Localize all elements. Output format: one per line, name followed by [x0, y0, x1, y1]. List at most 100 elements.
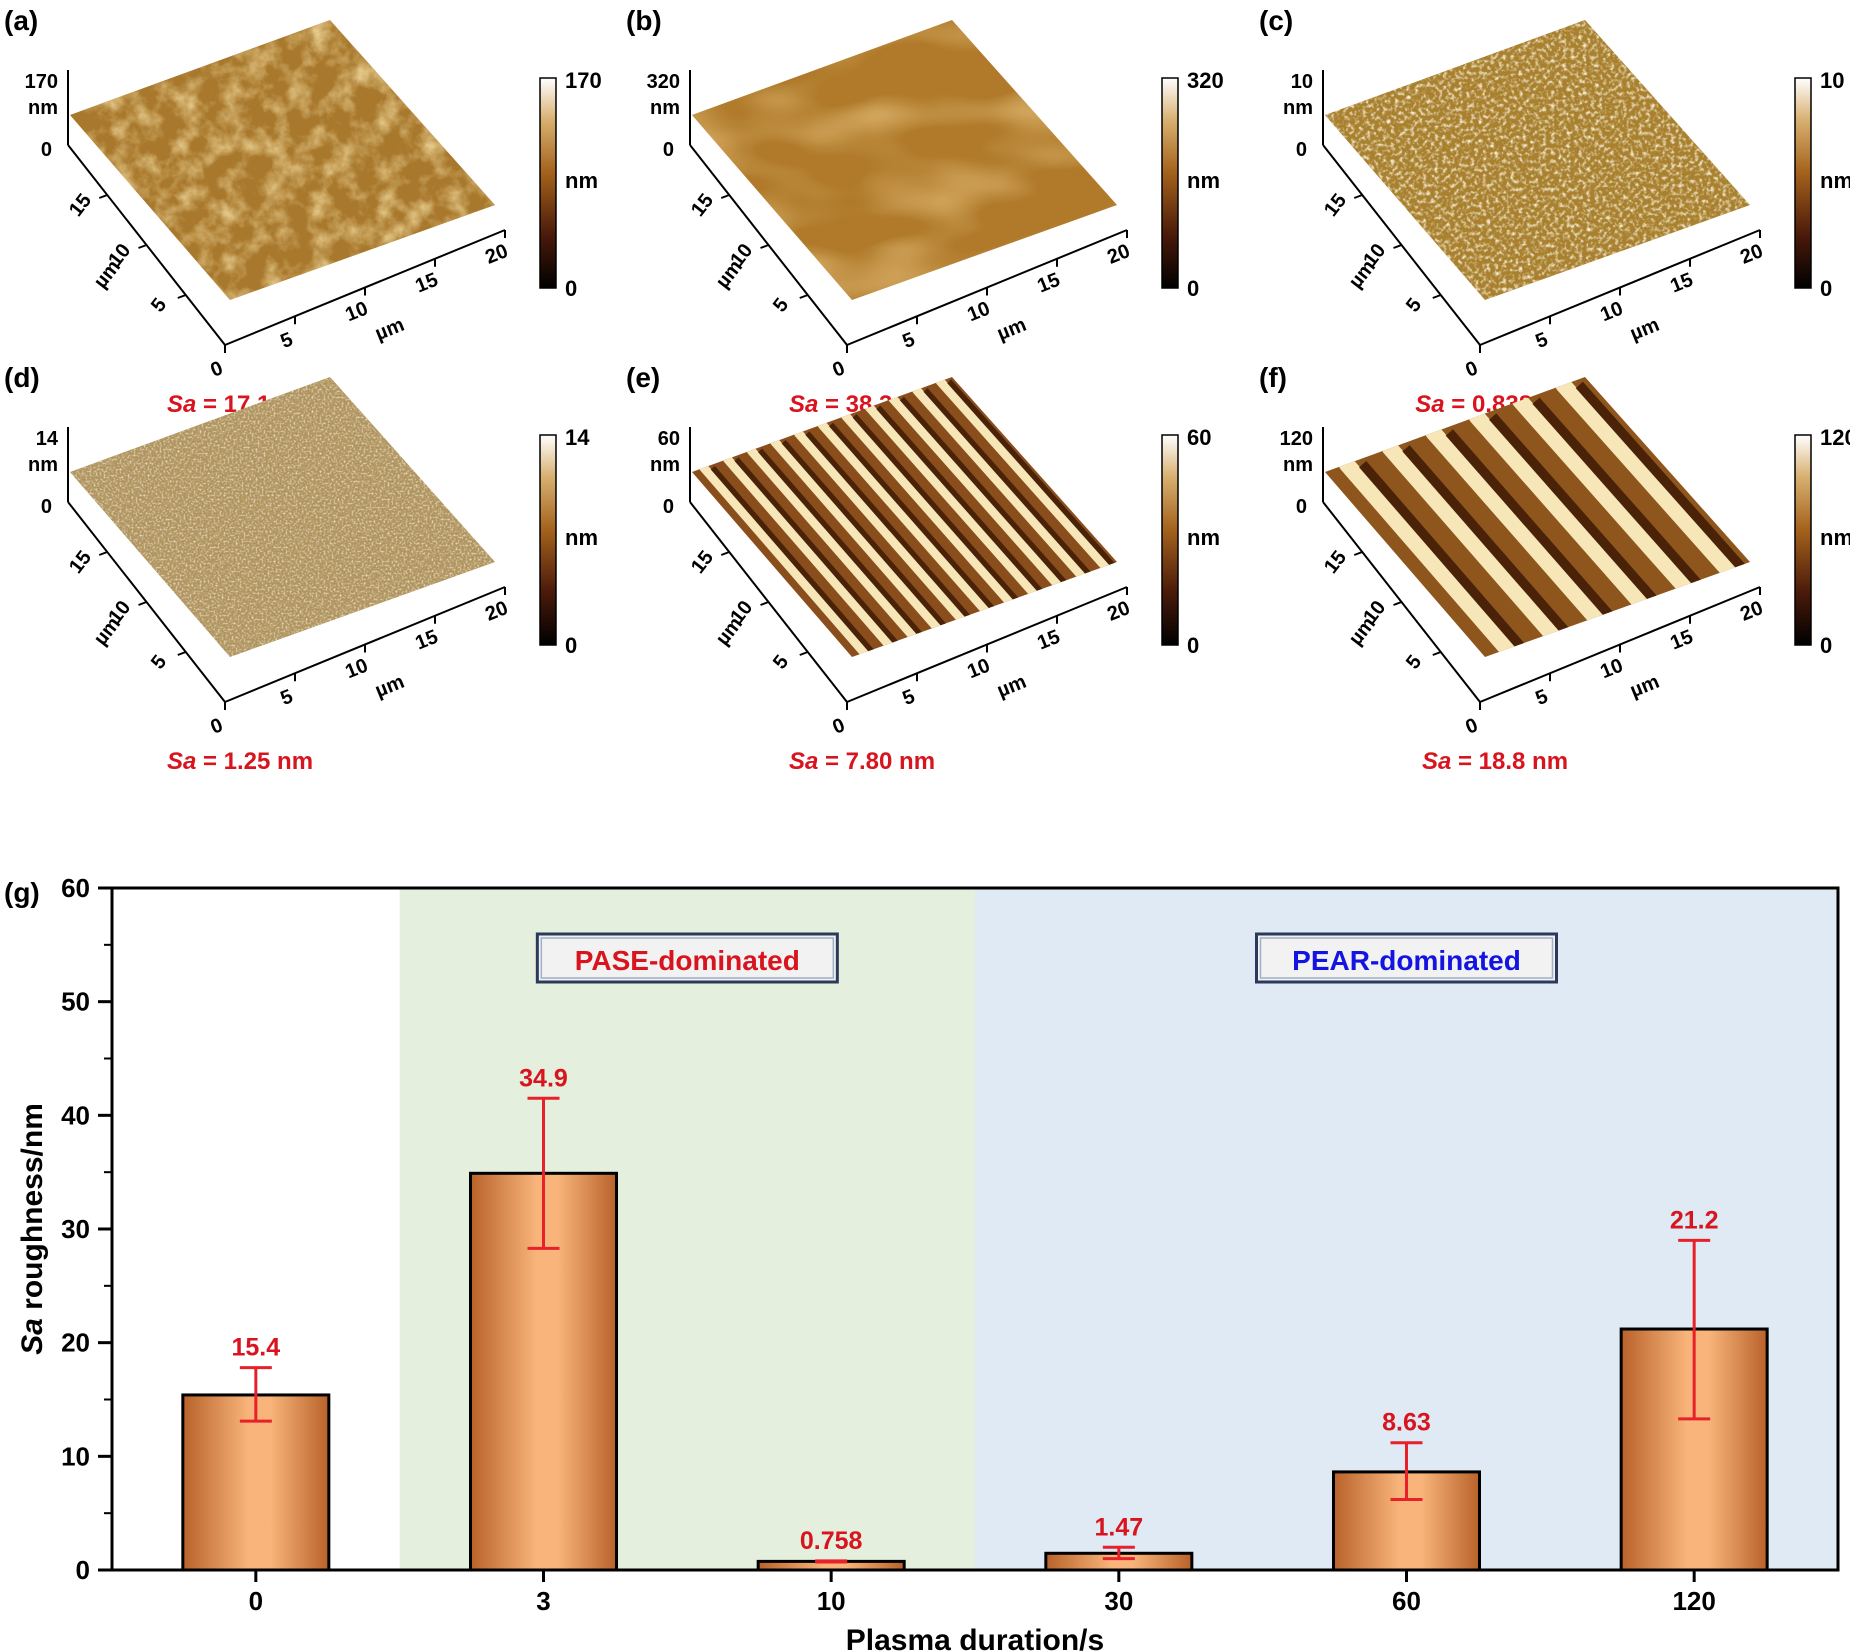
y-tick	[1432, 294, 1442, 299]
y-tick-label: 15	[1320, 547, 1351, 578]
x-tick-label: 15	[412, 269, 441, 298]
color-scale-bar	[539, 434, 557, 646]
ripple-crest	[770, 437, 941, 632]
sa-caption: Sa = 1.25 nm	[167, 748, 313, 775]
y-tick-label: 5	[1402, 651, 1426, 673]
sa-caption-value: = 1.25 nm	[196, 748, 313, 775]
x-tick-label: 20	[482, 597, 511, 626]
y-tick	[1393, 244, 1402, 249]
scale-unit-label: nm	[565, 525, 598, 550]
z-unit-label: nm	[28, 454, 58, 476]
ripple-crest	[722, 454, 893, 649]
x-tick-label: 20	[1737, 597, 1766, 626]
x-tick-label: 10	[342, 298, 371, 327]
y-tick	[760, 244, 769, 249]
surface-texture	[70, 20, 495, 300]
surface-texture	[1325, 20, 1750, 300]
y-tick	[1432, 651, 1442, 656]
ripple-trough	[899, 396, 1068, 586]
ripple-trough	[1575, 381, 1748, 574]
sa-caption-symbol: Sa	[167, 391, 196, 418]
x-tick-label: 60	[1392, 1586, 1421, 1616]
afm-panel-f: (f)120nm005101520µm51015µm120nm0Sa = 18.…	[1259, 362, 1850, 775]
x-tick-label: 0	[829, 357, 848, 382]
x-tick-label: 15	[1667, 626, 1696, 655]
surface-texture	[70, 377, 495, 657]
z-zero-label: 0	[663, 496, 674, 518]
scale-max-label: 60	[1187, 425, 1211, 450]
ripple-crest	[935, 377, 1110, 571]
x-tick-label: 10	[1597, 655, 1626, 684]
ripple-trough	[758, 448, 924, 638]
bar-value-label: 8.63	[1382, 1409, 1431, 1437]
y-tick	[720, 551, 730, 556]
sa-caption: Sa = 18.8 nm	[1422, 748, 1568, 775]
color-scale-bar	[1161, 77, 1179, 289]
scale-min-label: 0	[1820, 633, 1832, 658]
ripple-trough	[947, 379, 1116, 569]
bar-value-label: 21.2	[1670, 1206, 1719, 1234]
sa-caption-symbol: Sa	[789, 748, 818, 775]
bar	[181, 1393, 331, 1572]
panel-label: (f)	[1259, 362, 1287, 393]
x-tick-label: 20	[1104, 240, 1133, 269]
ripple-trough	[1445, 429, 1616, 621]
ripple-trough	[876, 405, 1044, 595]
sa-caption-symbol: Sa	[1422, 748, 1451, 775]
y-tick-label: 50	[61, 987, 90, 1017]
surface-ripples	[1338, 377, 1748, 657]
y-axis-title: Sa roughness/nm	[16, 1103, 49, 1355]
ripple-trough	[734, 457, 900, 646]
x-unit-label: µm	[1627, 314, 1662, 345]
sa-caption-value: = 7.80 nm	[818, 748, 935, 775]
ripple-crest	[1382, 440, 1560, 642]
x-tick-label: 10	[817, 1586, 846, 1616]
panel-label: (e)	[626, 362, 660, 393]
ripple-crest	[1338, 456, 1516, 657]
x-unit-label: µm	[994, 671, 1029, 702]
z-zero-label: 0	[41, 139, 52, 161]
bar-value-label: 0.758	[800, 1527, 863, 1555]
x-axis-title: Plasma duration/s	[846, 1624, 1104, 1652]
color-scale-bar	[1794, 434, 1812, 646]
ripple-crest	[888, 394, 1062, 589]
scale-max-label: 170	[565, 68, 602, 93]
y-tick	[720, 194, 730, 199]
y-tick-label: 10	[61, 1441, 90, 1471]
scale-max-label: 10	[1820, 68, 1844, 93]
scale-max-label: 320	[1187, 68, 1224, 93]
y-tick	[177, 294, 187, 299]
region-label-inner-border	[1259, 937, 1554, 979]
z-max-label: 60	[658, 428, 680, 450]
y-tick	[799, 651, 809, 656]
scale-min-label: 0	[565, 633, 577, 658]
color-scale-bar	[1161, 434, 1179, 646]
ripple-trough	[781, 439, 948, 629]
y-tick	[138, 244, 147, 249]
x-tick-label: 20	[1737, 240, 1766, 269]
x-tick-label: 120	[1672, 1586, 1715, 1616]
ripple-crest	[1512, 392, 1692, 594]
scale-min-label: 0	[1187, 633, 1199, 658]
ripple-crest	[1555, 377, 1736, 578]
x-tick-label: 10	[964, 655, 993, 684]
y-tick	[1353, 194, 1363, 199]
z-unit-label: nm	[28, 97, 58, 119]
x-tick-label: 5	[899, 328, 918, 353]
z-zero-label: 0	[1296, 139, 1307, 161]
ripple-trough	[1532, 397, 1704, 589]
region-label-box	[535, 932, 839, 984]
x-tick-label: 0	[829, 714, 848, 739]
scale-unit-label: nm	[1820, 168, 1850, 193]
y-tick-label: 15	[687, 547, 718, 578]
sa-caption: Sa = 7.80 nm	[789, 748, 935, 775]
z-max-label: 10	[1291, 71, 1313, 93]
scale-min-label: 0	[1820, 276, 1832, 301]
sa-roughness-bar-chart: PASE-dominated PEAR-dominated010203040506…	[4, 873, 1840, 1652]
y-axis-title-rest: roughness/nm	[16, 1103, 49, 1318]
bar-value-label: 1.47	[1094, 1513, 1143, 1541]
y-tick-label: 15	[65, 190, 96, 221]
scale-unit-label: nm	[1820, 525, 1850, 550]
